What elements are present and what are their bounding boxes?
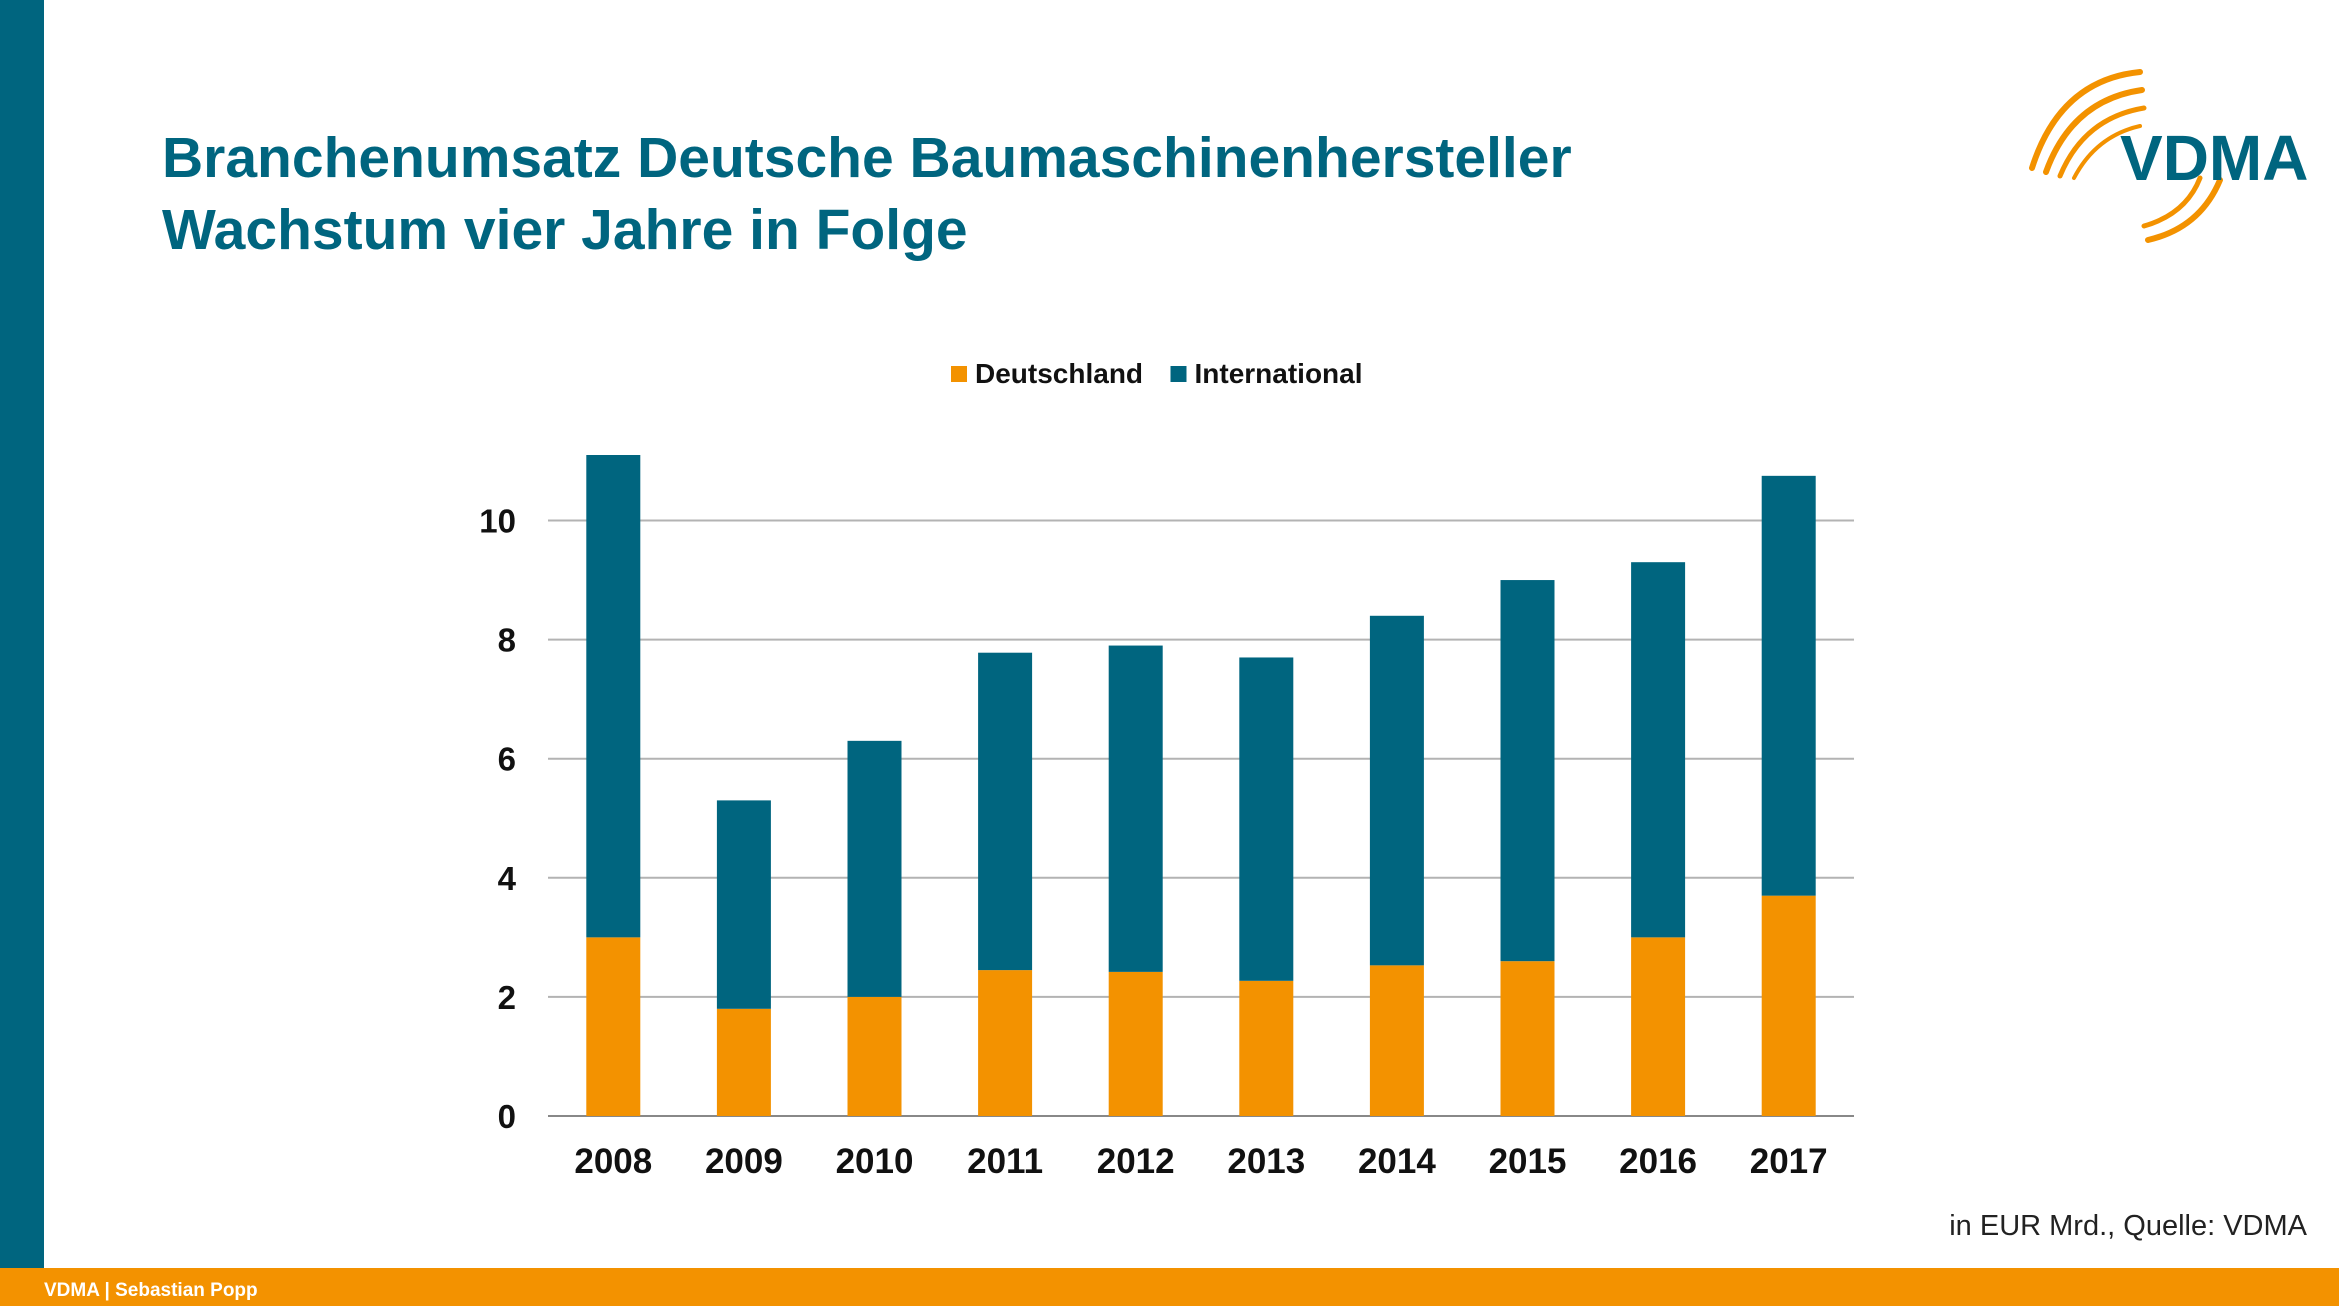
- bar-deutschland-2013: [1239, 980, 1294, 1116]
- x-tick-label: 2012: [1097, 1142, 1175, 1181]
- left-accent-bar: [0, 0, 44, 1268]
- chart-legend: Deutschland International: [951, 358, 1363, 389]
- title-line-2: Wachstum vier Jahre in Folge: [162, 198, 968, 262]
- bar-deutschland-2010: [847, 996, 902, 1116]
- vdma-logo: VDMA: [2029, 69, 2308, 243]
- bar-deutschland-2016: [1631, 937, 1686, 1116]
- logo-arcs-icon: [2029, 69, 2223, 243]
- bar-deutschland-2014: [1369, 965, 1424, 1116]
- x-tick-label: 2010: [836, 1142, 914, 1181]
- y-axis-ticks: 0 2 4 6 8 10: [479, 503, 516, 1135]
- bar-deutschland-2009: [716, 1008, 771, 1116]
- x-tick-label: 2016: [1619, 1142, 1697, 1181]
- bar-deutschland-2015: [1500, 961, 1555, 1116]
- title-line-1: Branchenumsatz Deutsche Baumaschinenhers…: [162, 126, 1572, 190]
- bar-international-2017: [1761, 475, 1816, 896]
- y-tick-label: 6: [498, 741, 516, 778]
- source-note: in EUR Mrd., Quelle: VDMA: [1949, 1210, 2307, 1242]
- bar-international-2008: [586, 455, 641, 938]
- bar-international-2016: [1631, 562, 1686, 938]
- footer-text: VDMA | Sebastian Popp: [44, 1280, 258, 1301]
- x-tick-label: 2011: [967, 1142, 1043, 1181]
- x-tick-label: 2008: [574, 1142, 652, 1181]
- slide-title: Branchenumsatz Deutsche Baumaschinenhers…: [162, 122, 1572, 266]
- bar-international-2009: [716, 800, 771, 1009]
- x-tick-label: 2009: [705, 1142, 783, 1181]
- y-tick-label: 0: [498, 1098, 516, 1135]
- x-tick-label: 2017: [1750, 1142, 1828, 1181]
- bar-international-2014: [1369, 615, 1424, 966]
- legend-swatch-international: [1170, 366, 1187, 382]
- y-tick-label: 10: [479, 503, 516, 540]
- bar-deutschland-2012: [1108, 971, 1163, 1116]
- legend-label-deutschland: Deutschland: [975, 358, 1143, 389]
- x-tick-label: 2015: [1489, 1142, 1567, 1181]
- bar-deutschland-2017: [1761, 895, 1816, 1116]
- x-axis-ticks: 2008 2009 2010 2011 2012 2013 2014 2015 2016 2017: [574, 1142, 1827, 1181]
- y-tick-label: 8: [498, 622, 516, 659]
- legend-swatch-deutschland: [951, 366, 967, 382]
- legend-label-international: International: [1195, 358, 1363, 389]
- bar-international-2013: [1239, 657, 1294, 981]
- bar-international-2011: [978, 652, 1033, 971]
- chart-bars: [586, 455, 1816, 1116]
- bar-international-2010: [847, 740, 902, 997]
- x-tick-label: 2014: [1358, 1142, 1436, 1181]
- x-tick-label: 2013: [1227, 1142, 1305, 1181]
- bar-deutschland-2011: [978, 970, 1033, 1116]
- bar-deutschland-2008: [586, 937, 641, 1116]
- footer-bar: [0, 1268, 2339, 1306]
- bar-international-2015: [1500, 580, 1555, 962]
- logo-text: VDMA: [2120, 122, 2308, 194]
- bar-international-2012: [1108, 645, 1163, 972]
- y-tick-label: 2: [498, 979, 516, 1016]
- y-tick-label: 4: [498, 860, 517, 897]
